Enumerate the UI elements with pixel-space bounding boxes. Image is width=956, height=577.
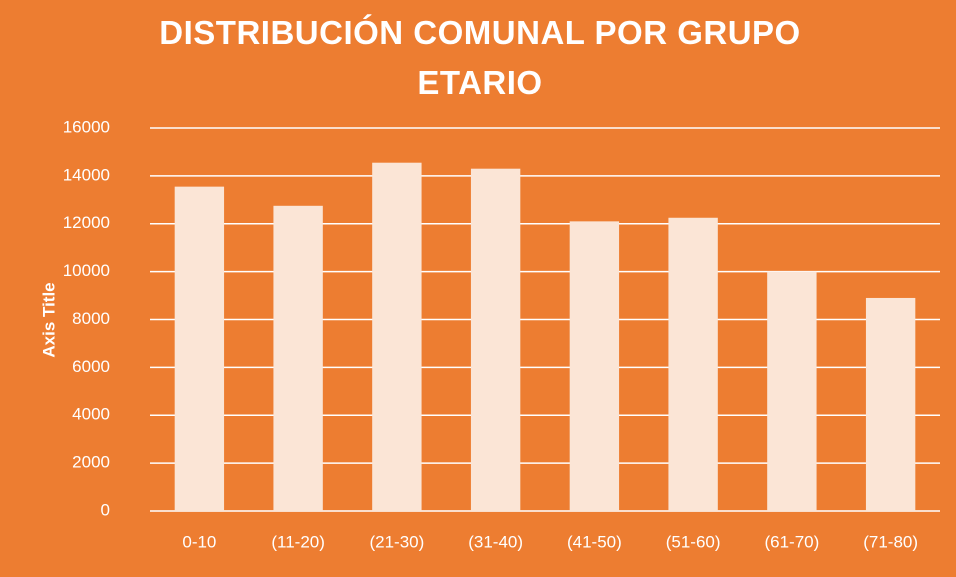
y-tick-label: 14000 bbox=[63, 165, 110, 184]
y-tick-label: 8000 bbox=[72, 309, 110, 328]
x-tick-label: 0-10 bbox=[182, 532, 216, 551]
bar bbox=[668, 217, 718, 511]
bar bbox=[372, 162, 422, 511]
x-tick-label: (11-20) bbox=[271, 532, 325, 551]
x-tick-label: (41-50) bbox=[567, 532, 622, 551]
y-tick-label: 10000 bbox=[63, 261, 110, 280]
y-tick-label: 2000 bbox=[72, 453, 110, 472]
y-axis-title: Axis Title bbox=[39, 282, 58, 357]
x-tick-label: (61-70) bbox=[764, 532, 819, 551]
bar bbox=[470, 168, 521, 511]
bar bbox=[865, 297, 916, 511]
x-tick-label: (31-40) bbox=[468, 532, 523, 551]
bar bbox=[174, 186, 225, 511]
bar bbox=[273, 205, 323, 511]
x-tick-label: (21-30) bbox=[369, 532, 424, 551]
x-tick-label: (71-80) bbox=[863, 532, 918, 551]
bar bbox=[569, 221, 620, 511]
y-tick-label: 0 bbox=[101, 500, 110, 519]
y-tick-label: 12000 bbox=[63, 213, 110, 232]
chart-title: DISTRIBUCIÓN COMUNAL POR GRUPO ETARIO bbox=[159, 14, 801, 101]
y-tick-label: 6000 bbox=[72, 357, 110, 376]
bar bbox=[767, 271, 817, 511]
y-tick-label: 16000 bbox=[63, 117, 110, 136]
y-tick-label: 4000 bbox=[72, 405, 110, 424]
x-tick-label: (51-60) bbox=[666, 532, 721, 551]
